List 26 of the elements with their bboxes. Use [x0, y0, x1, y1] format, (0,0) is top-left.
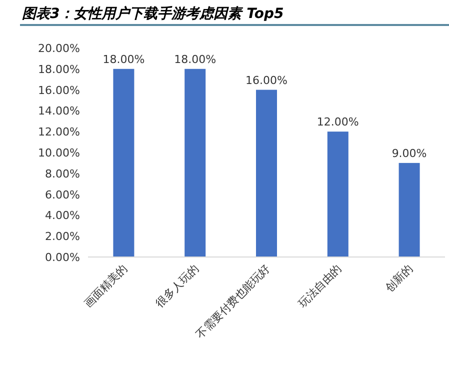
bar	[184, 68, 206, 257]
y-tick-label: 4.00%	[45, 209, 80, 222]
bar	[113, 68, 134, 257]
bar	[398, 162, 420, 257]
data-label: 18.00%	[174, 52, 216, 66]
y-tick-label: 10.00%	[38, 146, 80, 160]
data-label: 18.00%	[102, 52, 145, 66]
x-tick-label: 创新的	[382, 262, 416, 294]
y-tick-label: 16.00%	[38, 84, 80, 97]
y-tick-label: 18.00%	[38, 62, 80, 76]
y-tick-label: 0.00%	[45, 251, 80, 264]
y-tick-label: 14.00%	[38, 104, 80, 118]
y-tick-label: 6.00%	[45, 188, 80, 202]
chart-title: 图表3：女性用户下载手游考虑因素 Top5	[22, 5, 284, 22]
x-tick-label: 很多人玩的	[153, 262, 202, 310]
data-label: 16.00%	[246, 74, 288, 87]
y-tick-label: 2.00%	[45, 230, 80, 244]
bar	[327, 132, 348, 257]
bar	[256, 90, 277, 257]
y-tick-label: 8.00%	[45, 167, 80, 180]
x-tick-label: 画面精美的	[82, 262, 130, 310]
y-tick-label: 20.00%	[38, 42, 80, 55]
x-tick-label: 玩法自由的	[296, 262, 344, 310]
data-label: 9.00%	[392, 146, 427, 160]
data-label: 12.00%	[316, 116, 359, 129]
y-tick-label: 12.00%	[38, 126, 80, 139]
